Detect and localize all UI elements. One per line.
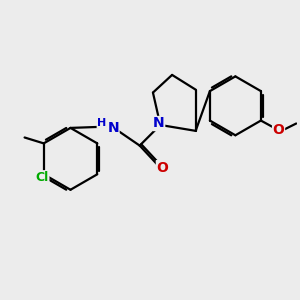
Text: N: N [153, 116, 165, 130]
Text: H: H [97, 118, 106, 128]
Text: O: O [156, 161, 168, 175]
Text: O: O [273, 123, 284, 137]
Text: Cl: Cl [36, 171, 49, 184]
Text: N: N [107, 121, 119, 135]
